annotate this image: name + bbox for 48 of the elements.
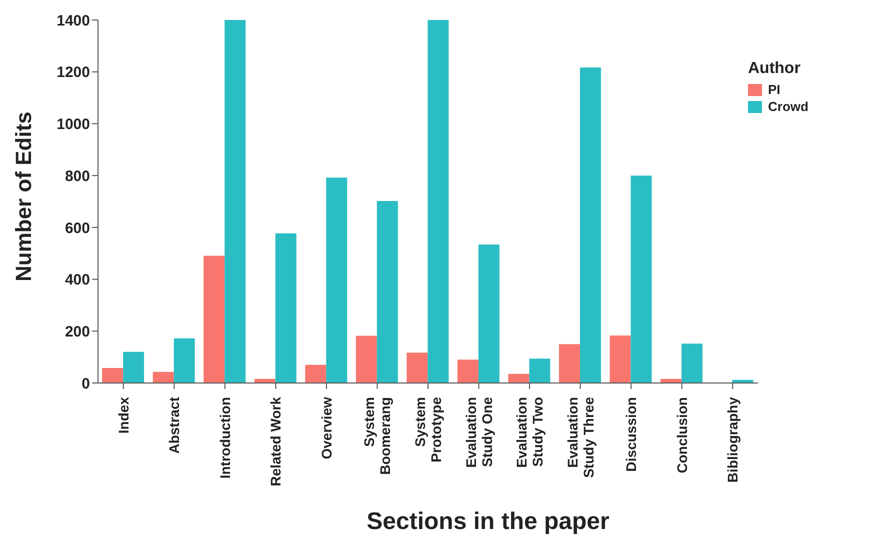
bar [508,374,530,383]
bar [275,233,296,383]
x-tick-label: Evaluation Study Two [514,397,546,468]
bar [224,20,246,383]
y-tick-label: 0 [82,375,90,392]
legend-label: PI [767,82,782,97]
bar [356,336,377,383]
legend-label: Crowd [767,99,810,114]
legend-title: Author [748,60,802,78]
x-tick-label: Introduction [216,397,233,479]
bar [558,344,580,383]
bar [682,344,703,383]
bar [457,360,478,383]
bar [376,200,398,383]
y-tick-label: 200 [64,323,90,340]
bar [428,20,449,383]
y-tick-label: 1400 [56,12,90,30]
bar [580,67,601,383]
bar [123,352,144,383]
x-tick-label: Evaluation Study One [462,396,495,468]
y-tick-label: 400 [64,272,90,289]
x-tick-label: Related Work [268,396,284,486]
y-tick-label: 1200 [56,64,90,82]
bar [406,352,428,383]
x-tick-label: Index [115,396,132,434]
x-tick-label: Abstract [166,396,182,454]
x-tick-label: Evaluation Study Three [564,396,596,478]
bar [174,338,195,383]
bar [102,368,124,383]
bar [152,372,174,383]
x-tick-label: Conclusion [674,397,690,474]
bar [630,176,652,383]
bar [478,244,500,383]
bar [305,364,326,383]
y-tick-label: 1000 [56,116,90,134]
x-tick-label: System Boomerang [361,397,394,475]
bar [610,336,631,383]
x-tick-label: Discussion [623,397,640,472]
y-axis-title: Number of Edits [10,112,36,282]
x-axis-title: Sections in the paper [366,508,610,536]
bar [529,358,550,383]
x-tick-label: Overview [318,396,334,460]
bar [326,178,348,383]
x-tick-label: Bibliography [724,396,741,483]
y-tick-label: 800 [64,168,90,185]
x-tick-label: System Prototype [412,396,444,462]
y-tick-label: 600 [64,220,90,237]
bar [204,256,225,383]
